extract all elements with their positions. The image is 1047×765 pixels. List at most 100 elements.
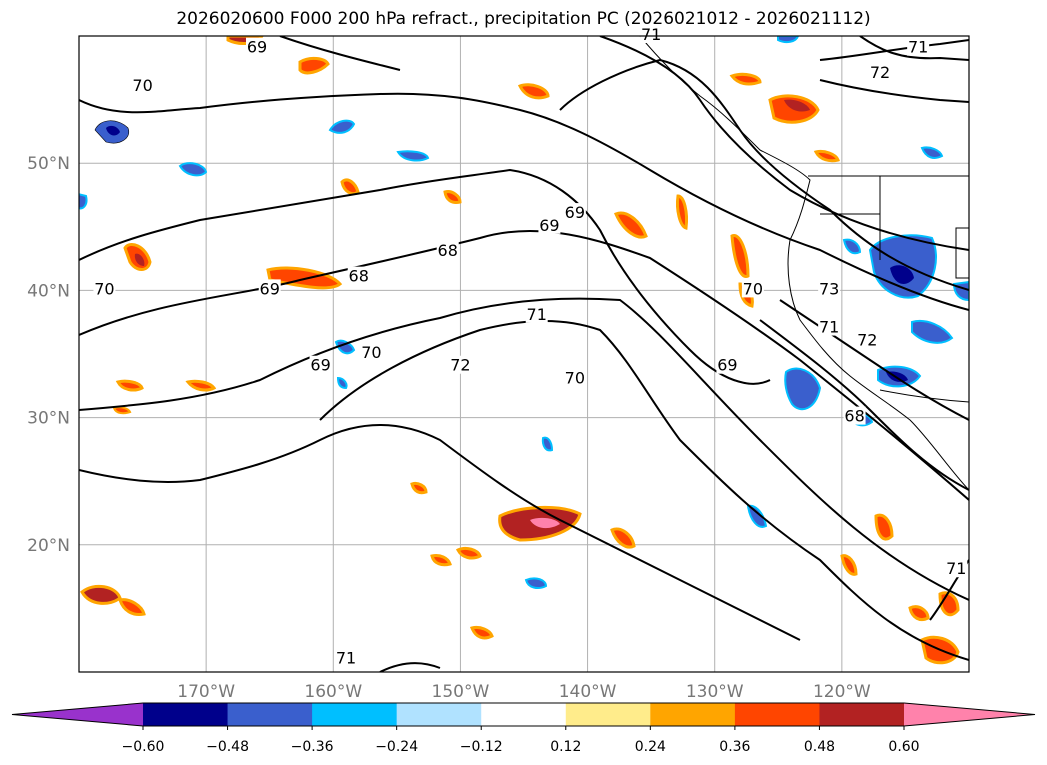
precip-blob	[443, 190, 462, 204]
contour-label: 72	[870, 63, 890, 82]
precip-blob	[298, 56, 330, 75]
precip-blob	[134, 253, 145, 266]
precip-blob	[115, 379, 144, 392]
contour-label-bg	[907, 37, 930, 56]
precip-blob	[118, 598, 146, 616]
contour-label: 69	[565, 203, 585, 222]
contour-label: 69	[310, 356, 330, 375]
colorbar-tick-label: 0.12	[550, 739, 581, 755]
contour-label-bg	[131, 75, 154, 94]
y-tick-label: 50°N	[27, 154, 70, 174]
precip-blob	[185, 379, 217, 392]
colorbar-segment	[396, 703, 482, 726]
contour-label: 69	[539, 216, 559, 235]
contour-line	[559, 58, 969, 291]
precip-blob	[874, 513, 894, 541]
chart-title: 2026020600 F000 200 hPa refract., precip…	[176, 9, 871, 29]
contour-label: 69	[247, 38, 267, 57]
contour-label: 71	[641, 25, 661, 44]
contour-line	[819, 79, 969, 103]
contour-label-bg	[563, 368, 586, 387]
precip-blob	[517, 83, 550, 100]
precip-blob	[328, 119, 356, 134]
precip-blob	[840, 554, 858, 576]
precip-blob	[541, 436, 554, 452]
precip-blob	[920, 146, 944, 159]
colorbar-tick-label: −0.24	[375, 739, 418, 755]
x-tick-label: 170°W	[177, 682, 235, 702]
contour-label: 68	[844, 407, 864, 426]
contour-line	[759, 319, 969, 491]
precip-blob	[610, 527, 636, 549]
x-tick-label: 150°W	[432, 682, 490, 702]
contour-label: 68	[349, 267, 369, 286]
border-line	[879, 389, 969, 403]
x-tick-label: 120°W	[813, 682, 871, 702]
precip-field	[79, 36, 969, 665]
colorbar-tick-label: 0.36	[719, 739, 750, 755]
precip-blob	[178, 162, 208, 177]
coastlines	[639, 36, 969, 491]
contour-line	[379, 662, 441, 672]
precip-blob	[79, 193, 88, 210]
colorbar-tick-label: 0.48	[804, 739, 835, 755]
precip-blob	[676, 194, 688, 231]
contour-label: 70	[565, 368, 585, 387]
contour-label: 69	[260, 279, 280, 298]
contour-label-bg	[246, 37, 268, 56]
y-tick-label: 20°N	[27, 536, 70, 556]
contour-label: 68	[438, 241, 458, 260]
colorbar-segment	[143, 703, 229, 726]
colorbar-segment	[565, 703, 651, 726]
plot-frame	[78, 35, 970, 673]
contour-label-bg	[360, 343, 383, 361]
contour-line	[279, 36, 401, 71]
colorbar-tick-label: −0.36	[291, 739, 334, 755]
precip-blob	[784, 99, 810, 112]
border-line	[955, 227, 969, 279]
precip-blob	[430, 554, 452, 567]
precip-blob	[106, 125, 120, 136]
colorbar-segment	[312, 703, 398, 726]
contour-label-bg	[347, 266, 370, 285]
precip-blob	[396, 150, 430, 162]
colorbar-tick-label: −0.60	[122, 739, 165, 755]
x-tick-label: 160°W	[304, 682, 362, 702]
contour-line	[779, 299, 969, 421]
contour-label: 71	[819, 318, 839, 337]
contour-label-bg	[640, 25, 663, 43]
contour-label-bg	[538, 215, 561, 234]
precip-blob	[730, 234, 750, 278]
axis-labels: 170°W 160°W 150°W 140°W 130°W 120°W 50°N 40°N 30…	[27, 154, 871, 702]
contour-label: 70	[132, 76, 152, 95]
contour-label: 70	[743, 279, 763, 298]
colorbar-segment	[481, 703, 567, 726]
contour-line	[79, 424, 801, 641]
contour-line	[79, 297, 969, 601]
colorbar: −0.60 −0.48 −0.36 −0.24 −0.12 0.12 0.24 0.36 0.4…	[11, 702, 1036, 755]
colorbar-tick-label: 0.24	[635, 739, 666, 755]
colorbar-tick-label: 0.60	[888, 739, 919, 755]
contour-line	[599, 36, 969, 251]
precip-blob	[911, 320, 954, 344]
contour-label-bg	[335, 648, 357, 667]
precip-blob	[613, 211, 648, 239]
north-america-coast	[639, 36, 969, 491]
precip-blob	[334, 339, 356, 355]
precip-blob	[890, 265, 914, 284]
plot-background	[79, 36, 969, 672]
contour-label-bg	[741, 279, 764, 298]
precip-blob	[842, 238, 862, 255]
precip-blob	[729, 72, 762, 86]
precip-blob	[80, 584, 122, 605]
contour-label: 71	[946, 559, 966, 578]
contour-label: 71	[527, 305, 547, 324]
colorbar-extend-left	[12, 703, 143, 726]
x-tick-label: 140°W	[559, 682, 617, 702]
contour-label: 73	[819, 279, 839, 298]
colorbar-segment	[227, 703, 313, 726]
contour-label-bg	[449, 355, 472, 374]
precip-blob	[336, 376, 348, 390]
contour-label: 70	[94, 279, 114, 298]
